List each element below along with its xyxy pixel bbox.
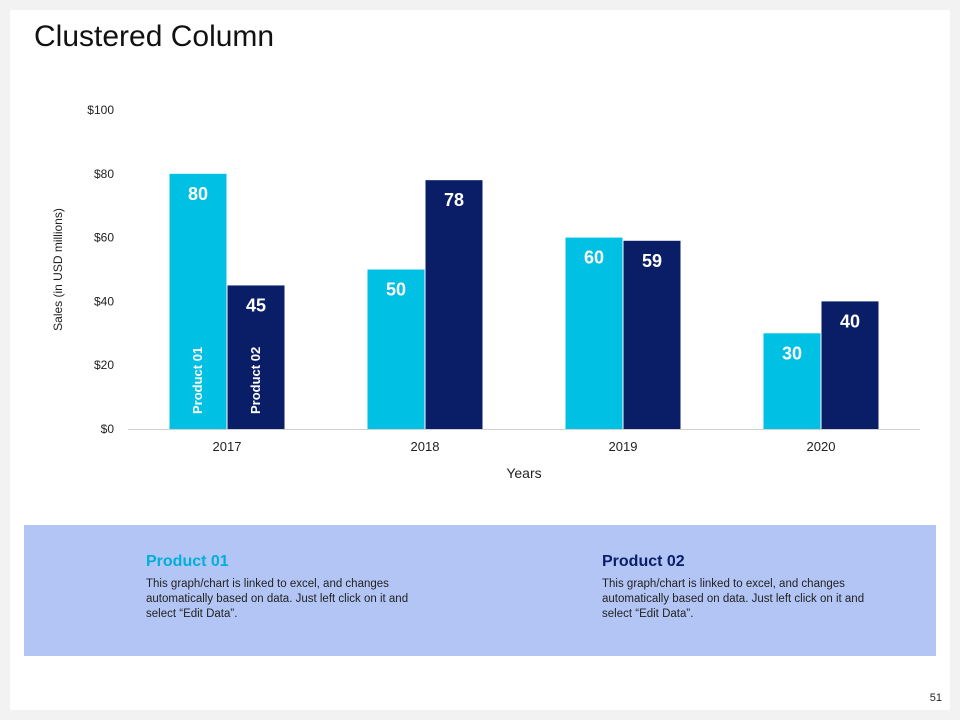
y-tick-label: $60 <box>94 231 114 245</box>
data-label: 45 <box>246 295 266 315</box>
legend-product-01: Product 01 <box>190 347 205 414</box>
bar-product-02-2020[interactable] <box>821 301 879 429</box>
bar-product-02-2019[interactable] <box>623 240 681 429</box>
x-tick-label: 2018 <box>411 439 440 454</box>
bar-product-02-2017[interactable] <box>227 285 285 429</box>
data-label: 59 <box>642 251 662 271</box>
data-label: 50 <box>386 280 406 300</box>
bar-product-01-2017[interactable] <box>169 173 227 429</box>
y-axis-label: Sales (in USD millions) <box>51 208 65 331</box>
slide: Clustered Column Sales (in USD millions)… <box>10 10 950 710</box>
x-tick-label: 2019 <box>609 439 638 454</box>
info-block-product-01: Product 01 This graph/chart is linked to… <box>146 553 411 622</box>
x-axis-label: Years <box>506 465 541 481</box>
x-tick-label: 2017 <box>213 439 242 454</box>
info-heading-product-01: Product 01 <box>146 553 229 570</box>
page-number: 51 <box>929 692 942 704</box>
clustered-column-chart[interactable]: Sales (in USD millions) $0 $20 $40 $60 $80 $10… <box>10 10 950 510</box>
data-label: 78 <box>444 190 464 210</box>
info-text-product-01: This graph/chart is linked to excel, and… <box>146 578 409 620</box>
bar-product-01-2020[interactable] <box>763 333 821 429</box>
y-tick-label: $40 <box>94 294 114 308</box>
legend-product-02: Product 02 <box>248 347 263 414</box>
info-band: Product 01 This graph/chart is linked to… <box>24 525 936 656</box>
y-tick-label: $0 <box>101 422 115 436</box>
bar-product-01-2019[interactable] <box>565 237 623 429</box>
info-text-product-02: This graph/chart is linked to excel, and… <box>602 578 865 620</box>
data-label: 30 <box>782 343 802 363</box>
y-tick-label: $100 <box>87 103 114 117</box>
bar-product-02-2018[interactable] <box>425 180 483 429</box>
info-block-product-02: Product 02 This graph/chart is linked to… <box>602 553 867 622</box>
y-tick-label: $20 <box>94 358 114 372</box>
x-tick-label: 2020 <box>807 439 836 454</box>
data-label: 80 <box>188 184 208 204</box>
slide-title: Clustered Column <box>34 20 275 53</box>
data-label: 40 <box>840 311 860 331</box>
data-label: 60 <box>584 248 604 268</box>
bar-product-01-2018[interactable] <box>367 269 425 430</box>
info-heading-product-02: Product 02 <box>602 553 685 570</box>
y-tick-label: $80 <box>94 167 114 181</box>
